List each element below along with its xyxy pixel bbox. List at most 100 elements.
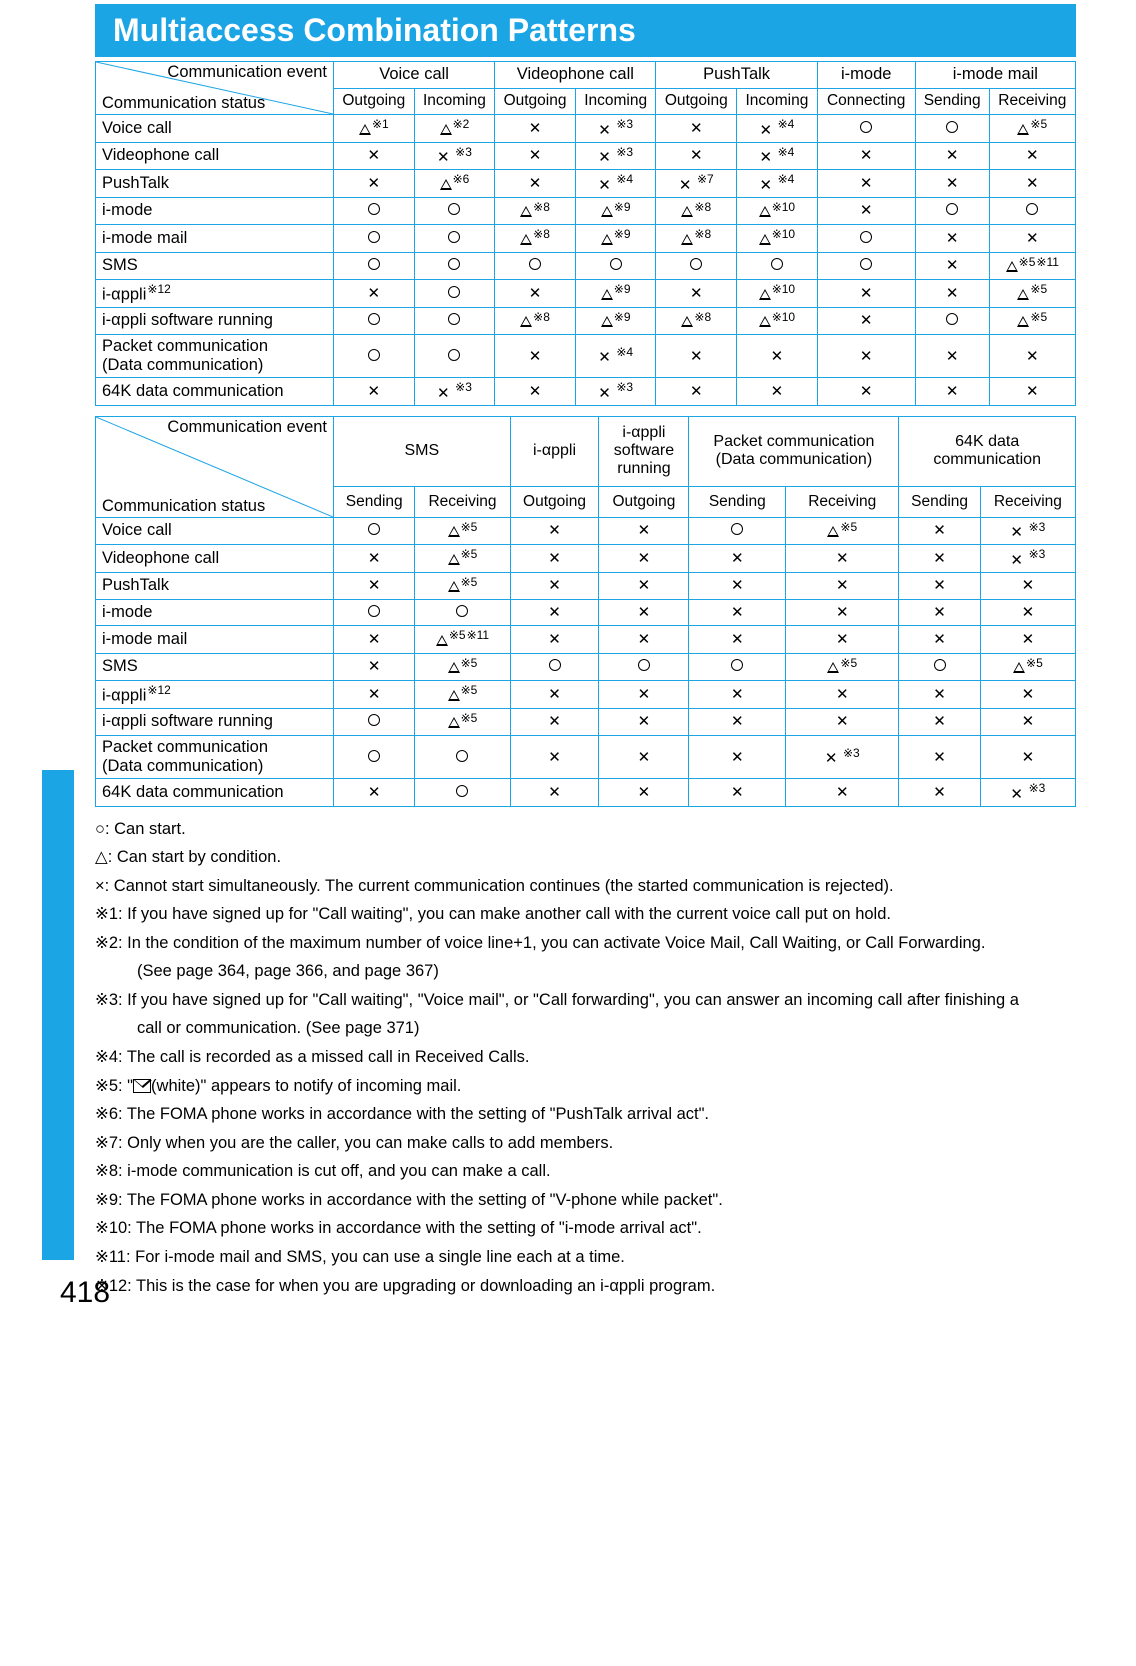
- table-cell: [989, 197, 1075, 225]
- table-cell: ✕: [989, 170, 1075, 198]
- table-cell: ✕: [599, 572, 689, 600]
- table-cell: [495, 252, 576, 280]
- table-cell: ✕: [334, 779, 415, 807]
- table-cell: ✕: [915, 225, 989, 253]
- table-cell: [414, 197, 495, 225]
- table-cell: [510, 653, 599, 681]
- table-cell: ✕: [334, 653, 415, 681]
- note-12: ※12: This is the case for when you are u…: [95, 1274, 1076, 1300]
- table-cell: ✕: [334, 170, 415, 198]
- table-cell: ✕: [786, 681, 899, 709]
- table-cell: ※8: [656, 197, 737, 225]
- table-cell: ✕: [689, 736, 786, 779]
- table-row: i-αppli※12✕※5✕✕✕✕✕✕: [96, 681, 1076, 709]
- table-cell: ✕: [899, 517, 980, 545]
- table-cell: [689, 653, 786, 681]
- table-cell: ✕: [495, 280, 576, 308]
- table-cell: ✕ ※3: [980, 779, 1075, 807]
- table-cell: ✕: [737, 378, 818, 406]
- row-label: Voice call: [96, 517, 334, 545]
- table-cell: ※5: [415, 517, 510, 545]
- table-cell: ✕: [786, 572, 899, 600]
- note-9: ※9: The FOMA phone works in accordance w…: [95, 1188, 1076, 1214]
- table-cell: ✕: [510, 600, 599, 626]
- table-cell: ✕ ※4: [737, 115, 818, 143]
- table-2: Communication event Communication status…: [95, 416, 1076, 807]
- table-cell: ✕: [510, 545, 599, 573]
- table-cell: [414, 335, 495, 378]
- legend-cross: ×: Cannot start simultaneously. The curr…: [95, 874, 1076, 900]
- col-iappli-sw: i-αpplisoftwarerunning: [599, 416, 689, 486]
- table-cell: [334, 708, 415, 736]
- table-row: i-αppli software running※5✕✕✕✕✕✕: [96, 708, 1076, 736]
- table-cell: ※9: [575, 307, 656, 335]
- table-cell: [599, 653, 689, 681]
- table-cell: ✕: [510, 517, 599, 545]
- diag-top: Communication event: [167, 63, 327, 82]
- table-row: PushTalk✕※5✕✕✕✕✕✕: [96, 572, 1076, 600]
- table-cell: ✕: [817, 170, 915, 198]
- table-cell: ✕: [980, 626, 1075, 654]
- table-cell: ✕: [899, 545, 980, 573]
- table-row: PushTalk✕※6✕✕ ※4✕ ※7✕ ※4✕✕✕: [96, 170, 1076, 198]
- table-row: i-αppli software running※8※9※8※10✕※5: [96, 307, 1076, 335]
- sub-header: Receiving: [415, 486, 510, 517]
- note-4: ※4: The call is recorded as a missed cal…: [95, 1045, 1076, 1071]
- table-cell: ✕: [510, 626, 599, 654]
- table-cell: ✕ ※3: [414, 142, 495, 170]
- row-label: Packet communication(Data communication): [96, 736, 334, 779]
- table-cell: ✕: [989, 378, 1075, 406]
- table-cell: [415, 779, 510, 807]
- note-1: ※1: If you have signed up for "Call wait…: [95, 902, 1076, 928]
- table-cell: ✕ ※4: [737, 170, 818, 198]
- table-cell: ✕: [915, 378, 989, 406]
- table-row: i-mode✕✕✕✕✕✕: [96, 600, 1076, 626]
- row-label: i-mode: [96, 600, 334, 626]
- table-cell: ✕: [980, 600, 1075, 626]
- table-cell: ※8: [495, 225, 576, 253]
- table-cell: ✕ ※3: [575, 142, 656, 170]
- note-8: ※8: i-mode communication is cut off, and…: [95, 1159, 1076, 1185]
- sub-header: Outgoing: [510, 486, 599, 517]
- table-cell: ※8: [656, 225, 737, 253]
- table-cell: ✕: [899, 736, 980, 779]
- table-cell: ✕: [980, 681, 1075, 709]
- table-row: Videophone call✕✕ ※3✕✕ ※3✕✕ ※4✕✕✕: [96, 142, 1076, 170]
- row-label: i-mode: [96, 197, 334, 225]
- table-cell: [414, 225, 495, 253]
- table-cell: [689, 517, 786, 545]
- table-cell: [817, 115, 915, 143]
- table-cell: ※5: [989, 307, 1075, 335]
- table-row: Packet communication(Data communication)…: [96, 736, 1076, 779]
- col-imodemail: i-mode mail: [915, 62, 1075, 89]
- table-cell: ✕: [656, 280, 737, 308]
- table-cell: ✕: [915, 252, 989, 280]
- note-5: ※5: "(white)" appears to notify of incom…: [95, 1074, 1076, 1100]
- table-cell: ✕: [495, 378, 576, 406]
- table-cell: ✕: [599, 708, 689, 736]
- table-cell: ✕: [786, 600, 899, 626]
- legend-triangle: △: Can start by condition.: [95, 845, 1076, 871]
- table-cell: ✕: [510, 779, 599, 807]
- table-cell: ✕: [599, 517, 689, 545]
- row-label: PushTalk: [96, 170, 334, 198]
- table-cell: ✕: [334, 572, 415, 600]
- legend: ○: Can start. △: Can start by condition.…: [95, 817, 1076, 1300]
- row-label: 64K data communication: [96, 378, 334, 406]
- diag-top-2: Communication event: [167, 418, 327, 437]
- table-cell: [915, 197, 989, 225]
- table-cell: ※8: [495, 307, 576, 335]
- table-cell: [334, 335, 415, 378]
- row-label: 64K data communication: [96, 779, 334, 807]
- table-cell: ✕: [980, 572, 1075, 600]
- row-label: i-αppli※12: [96, 681, 334, 709]
- table-cell: ✕ ※4: [575, 170, 656, 198]
- row-label: Packet communication(Data communication): [96, 335, 334, 378]
- table-cell: ✕ ※3: [980, 545, 1075, 573]
- note-2b: (See page 364, page 366, and page 367): [95, 959, 1076, 985]
- sub-header: Sending: [689, 486, 786, 517]
- table-cell: ✕ ※3: [575, 115, 656, 143]
- note-11: ※11: For i-mode mail and SMS, you can us…: [95, 1245, 1076, 1271]
- table-cell: ✕: [915, 280, 989, 308]
- table-cell: ✕: [786, 708, 899, 736]
